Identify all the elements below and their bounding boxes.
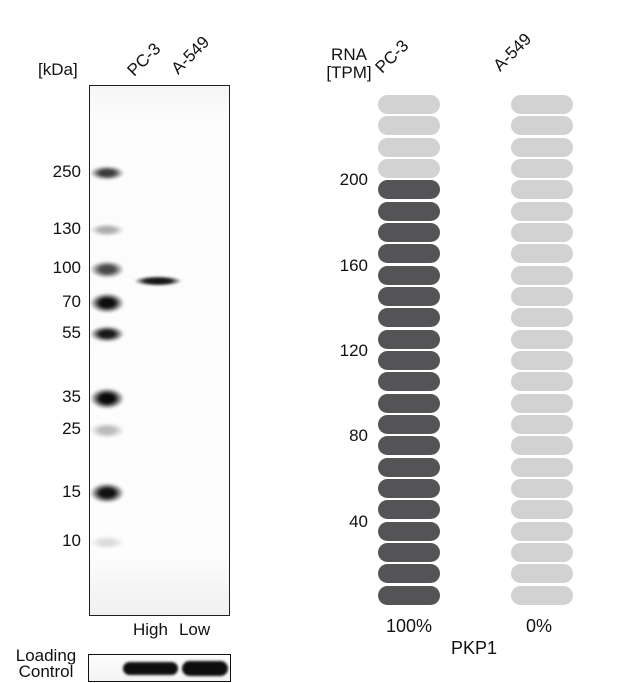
rna-pill-a-549-empty: [511, 585, 573, 605]
rna-pill-pc-3-filled: [378, 564, 440, 584]
rna-pill-pc-3-filled: [378, 180, 440, 200]
kda-tick-100: 100: [52, 258, 81, 277]
wb-lane-label-pc3: PC-3: [123, 39, 165, 80]
rna-pill-a-549-empty: [511, 137, 573, 157]
rna-pill-a-549-empty: [511, 414, 573, 434]
loading-control-image: [88, 654, 231, 682]
rna-pill-a-549-empty: [511, 329, 573, 349]
rna-pill-a-549-empty: [511, 564, 573, 584]
expression-high-label: High: [133, 620, 168, 639]
rna-pill-pc-3-filled: [378, 286, 440, 306]
gene-name-label: PKP1: [450, 638, 498, 658]
tpm-tick-40: 40: [349, 511, 368, 531]
rna-pill-pc-3-filled: [378, 542, 440, 562]
rna-pill-a-549-empty: [511, 436, 573, 456]
ladder-band-130kda: [90, 224, 128, 236]
rna-pill-pc-3-filled: [378, 222, 440, 242]
rna-pill-pc-3-filled: [378, 201, 440, 221]
rna-pill-a-549-empty: [511, 542, 573, 562]
percent-label-pc3: 100%: [385, 616, 433, 636]
rna-pill-pc-3-filled: [378, 436, 440, 456]
rna-pill-pc-3-filled: [378, 350, 440, 370]
kda-tick-70: 70: [62, 292, 81, 311]
rna-axis-label-line1: RNA: [331, 45, 367, 64]
tpm-tick-80: 80: [349, 426, 368, 446]
rna-pill-pc-3-filled: [378, 265, 440, 285]
percent-label-a549: 0%: [525, 616, 552, 636]
rna-pill-a-549-empty: [511, 521, 573, 541]
rna-pill-pc-3-empty: [378, 116, 440, 136]
kda-tick-250: 250: [52, 162, 81, 181]
kda-axis-label: [kDa]: [38, 60, 78, 79]
ladder-band-250kda: [90, 166, 128, 180]
rna-pill-pc-3-filled: [378, 585, 440, 605]
rna-pill-pc-3-filled: [378, 329, 440, 349]
rna-pill-a-549-empty: [511, 265, 573, 285]
pkp1-band-pc3-lane: [134, 276, 184, 286]
tpm-tick-160: 160: [339, 255, 368, 275]
rna-pill-a-549-empty: [511, 372, 573, 392]
rna-pill-pc-3-filled: [378, 308, 440, 328]
tpm-tick-200: 200: [339, 170, 368, 190]
loading-control-label: Loading Control: [4, 646, 88, 681]
rna-pill-a-549-empty: [511, 116, 573, 136]
kda-tick-25: 25: [62, 419, 81, 438]
western-blot-image: [89, 85, 230, 616]
kda-tick-35: 35: [62, 387, 81, 406]
loading-control-band-pc3: [123, 662, 178, 675]
kda-tick-10: 10: [62, 531, 81, 550]
loading-control-band-a549: [182, 661, 228, 676]
rna-pill-pc-3-empty: [378, 137, 440, 157]
ladder-band-100kda: [90, 260, 128, 278]
loading-control-label-line2: Control: [18, 662, 74, 681]
rna-pill-pc-3-filled: [378, 521, 440, 541]
rna-pill-a-549-empty: [511, 286, 573, 306]
rna-pill-a-549-empty: [511, 201, 573, 221]
rna-pill-a-549-empty: [511, 244, 573, 264]
expression-level-labels: High Low: [133, 620, 210, 640]
rna-pill-a-549-empty: [511, 180, 573, 200]
ladder-band-35kda: [90, 387, 128, 409]
tpm-tick-120: 120: [339, 340, 368, 360]
rna-pill-a-549-empty: [511, 95, 573, 114]
rna-pill-pc-3-filled: [378, 478, 440, 498]
ladder-band-70kda: [90, 293, 128, 313]
rna-pill-pc-3-filled: [378, 500, 440, 520]
kda-tick-55: 55: [62, 323, 81, 342]
rna-pill-pc-3-filled: [378, 372, 440, 392]
rna-pill-pc-3-filled: [378, 414, 440, 434]
loading-control-label-line1: Loading: [15, 646, 77, 665]
rna-pill-a-549-empty: [511, 500, 573, 520]
rna-axis-label-line2: [TPM]: [326, 63, 372, 82]
expression-low-label: Low: [178, 620, 211, 639]
rna-pill-a-549-empty: [511, 457, 573, 477]
rna-pill-pc-3-filled: [378, 457, 440, 477]
rna-pill-a-549-empty: [511, 393, 573, 413]
rna-pill-a-549-empty: [511, 478, 573, 498]
ladder-band-25kda: [90, 422, 128, 438]
rna-pill-a-549-empty: [511, 308, 573, 328]
wb-lane-label-a549: A-549: [167, 32, 214, 78]
ladder-band-55kda: [90, 326, 128, 342]
rna-pill-a-549-empty: [511, 350, 573, 370]
rna-pill-a-549-empty: [511, 222, 573, 242]
rna-pill-pc-3-filled: [378, 393, 440, 413]
rna-axis-label: RNA [TPM]: [299, 46, 399, 82]
rna-pill-pc-3-empty: [378, 95, 440, 114]
ladder-band-10kda: [90, 535, 128, 549]
kda-tick-15: 15: [62, 482, 81, 501]
kda-tick-130: 130: [52, 219, 81, 238]
ladder-band-15kda: [90, 483, 128, 503]
rna-pill-pc-3-filled: [378, 244, 440, 264]
rna-lane-label-a549: A-549: [489, 29, 536, 75]
rna-pill-pc-3-empty: [378, 158, 440, 178]
rna-pill-a-549-empty: [511, 158, 573, 178]
